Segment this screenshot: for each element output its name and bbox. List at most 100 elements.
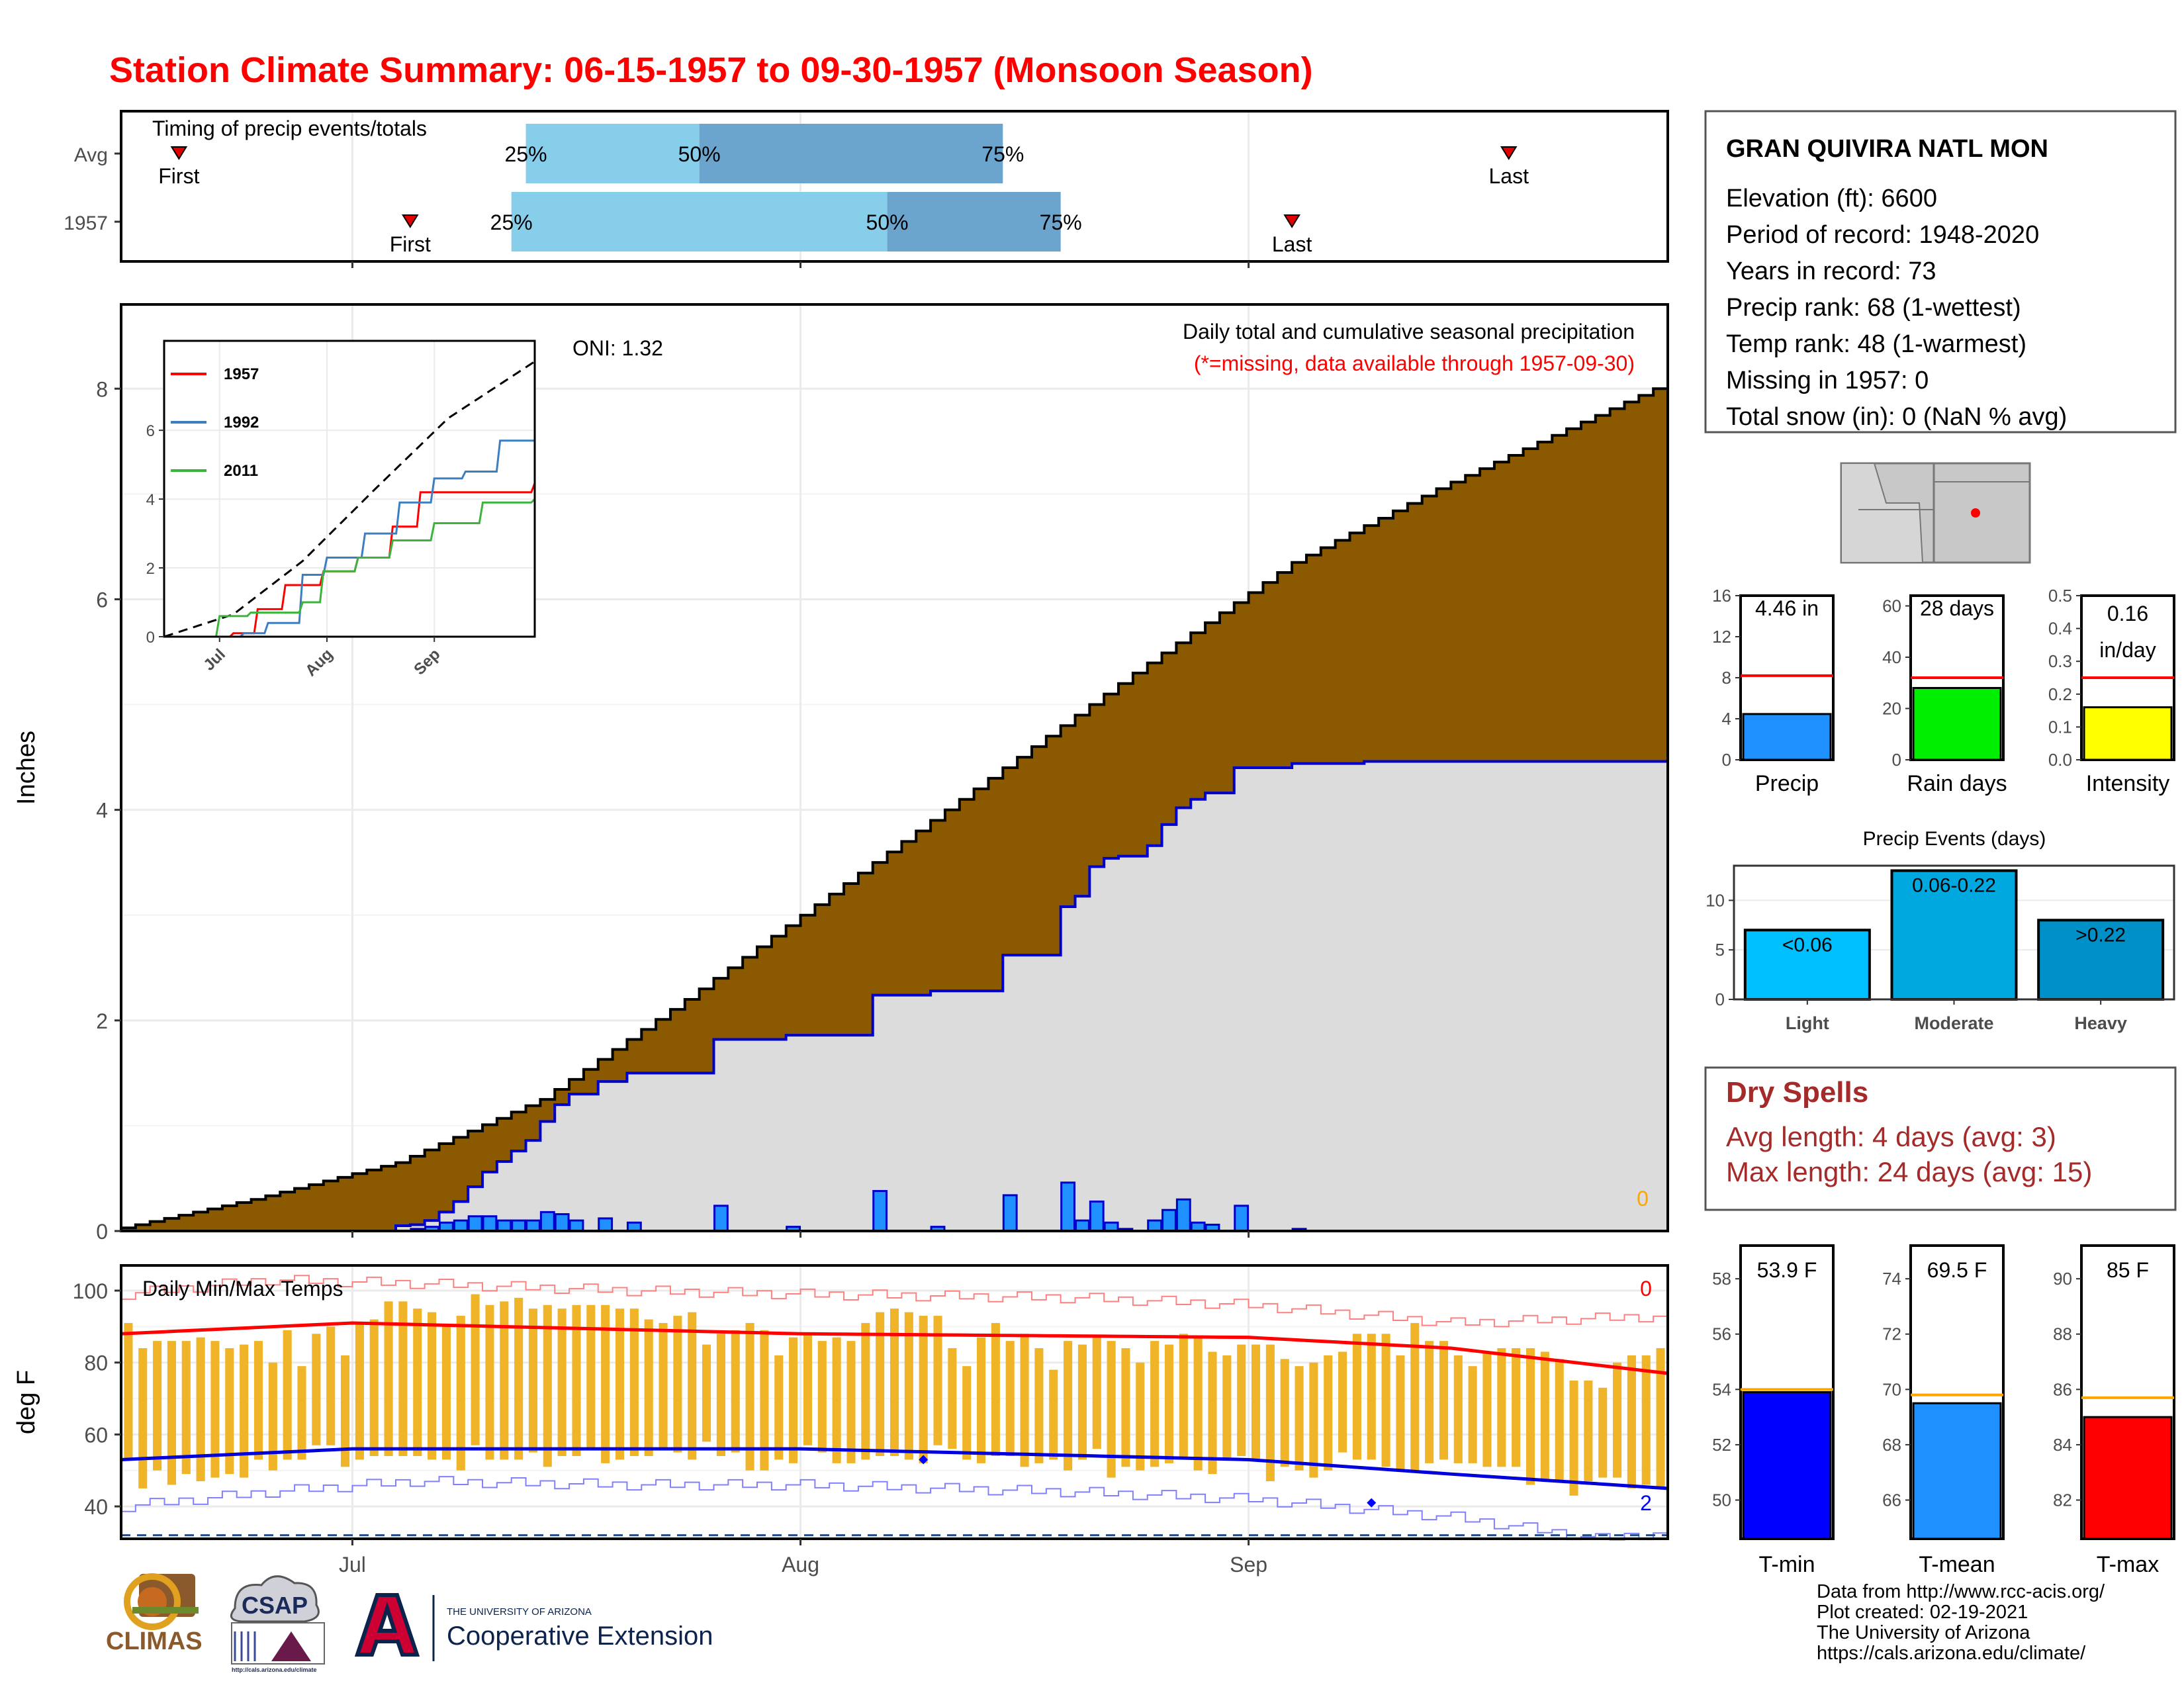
temp-y-tick-label: 100 bbox=[73, 1279, 108, 1303]
inset-legend-label: 1957 bbox=[224, 365, 259, 383]
daily-temp-bar bbox=[1179, 1334, 1188, 1460]
daily-temp-bar bbox=[514, 1297, 523, 1460]
credit-line: https://cals.arizona.edu/climate/ bbox=[1817, 1643, 2086, 1664]
daily-temp-bar bbox=[659, 1322, 668, 1449]
average-cumulative-line bbox=[121, 387, 1668, 1230]
daily-temp-bar bbox=[340, 1355, 350, 1467]
daily-temp-bar bbox=[644, 1319, 653, 1457]
summary-panel-name: Precip bbox=[1755, 771, 1819, 796]
daily-temp-bar bbox=[1092, 1337, 1101, 1449]
precip-event-bar bbox=[1743, 929, 1871, 1001]
daily-temp-bar bbox=[601, 1304, 610, 1463]
daily-temp-bar bbox=[1208, 1351, 1217, 1475]
daily-temp-bar bbox=[716, 1334, 725, 1457]
daily-temp-bar bbox=[1265, 1344, 1275, 1482]
daily-temp-bar bbox=[485, 1304, 494, 1460]
daily-temp-bar bbox=[528, 1308, 538, 1453]
summary-value-label: 4.46 in bbox=[1755, 596, 1819, 620]
temp-summary-panel-name: T-max bbox=[2097, 1552, 2159, 1577]
daily-precip-bar bbox=[1175, 1198, 1191, 1232]
daily-temp-bar bbox=[253, 1341, 263, 1460]
timing-50-75-bar bbox=[699, 124, 1003, 183]
record-min-line bbox=[121, 1476, 1668, 1541]
temp-summary-bar bbox=[1912, 1402, 2002, 1540]
temp-summary-panel-name: T-mean bbox=[1919, 1552, 1995, 1577]
daily-temp-bar bbox=[1034, 1348, 1044, 1463]
average-max-line bbox=[120, 1321, 1668, 1375]
daily-precip-bar bbox=[554, 1213, 570, 1232]
daily-temp-bar bbox=[557, 1308, 567, 1457]
daily-temp-bar bbox=[1439, 1341, 1449, 1460]
temp-summary-y-tick-label: 52 bbox=[1712, 1435, 1731, 1455]
temp-x-tick-label: Sep bbox=[1230, 1553, 1267, 1577]
daily-temp-bar bbox=[1164, 1344, 1174, 1463]
temp-summary-value-label: 53.9 F bbox=[1757, 1258, 1817, 1282]
temp-y-tick-label: 40 bbox=[84, 1495, 108, 1519]
daily-temp-bar bbox=[326, 1326, 336, 1445]
daily-temp-bar bbox=[1555, 1359, 1564, 1482]
precip-chart-subtitle: (*=missing, data available through 1957-… bbox=[1194, 351, 1635, 375]
station-info-line: Years in record: 73 bbox=[1726, 257, 1936, 285]
daily-temp-bar bbox=[817, 1341, 827, 1453]
daily-temp-bar bbox=[745, 1322, 754, 1471]
timing-25-50-bar bbox=[525, 124, 700, 183]
daily-precip-bar bbox=[713, 1205, 729, 1232]
daily-temp-bar bbox=[1584, 1380, 1593, 1482]
daily-temp-bar bbox=[919, 1316, 928, 1463]
daily-temp-bar bbox=[1410, 1322, 1420, 1471]
inset-y-tick-label: 0 bbox=[146, 629, 155, 647]
daily-temp-bar bbox=[861, 1322, 870, 1460]
timing-event-marker bbox=[1283, 214, 1300, 228]
timing-panel-border bbox=[120, 110, 1669, 263]
csap-logo: CSAP http://cals.arizona.edu/climate bbox=[230, 1575, 325, 1673]
timing-p50-label: 50% bbox=[866, 210, 909, 234]
summary-y-tick-label: 0.0 bbox=[2048, 750, 2072, 770]
daily-temp-bar bbox=[196, 1337, 205, 1482]
inset-y-tick-label: 6 bbox=[146, 422, 155, 440]
summary-panel-name: Intensity bbox=[2086, 771, 2170, 796]
daily-temp-bar bbox=[413, 1308, 422, 1457]
ua-logo-top: THE UNIVERSITY OF ARIZONA bbox=[447, 1606, 592, 1618]
inset-border bbox=[163, 340, 536, 638]
daily-temp-bar bbox=[948, 1348, 957, 1449]
daily-temp-bar bbox=[153, 1341, 162, 1471]
precip-y-tick-label: 2 bbox=[96, 1009, 108, 1033]
summary-y-tick-label: 8 bbox=[1722, 668, 1731, 688]
summary-y-tick-label: 12 bbox=[1712, 627, 1731, 647]
daily-temp-bar bbox=[500, 1301, 509, 1460]
station-info-line: Precip rank: 68 (1-wettest) bbox=[1726, 294, 2021, 322]
record-max-line bbox=[121, 1275, 1668, 1328]
temp-summary-y-tick-label: 70 bbox=[1882, 1379, 1901, 1399]
credit-line: The University of Arizona bbox=[1817, 1622, 2030, 1643]
precip-events-y-tick-label: 0 bbox=[1715, 989, 1725, 1009]
dry-spells-max-line: Max length: 24 days (avg: 15) bbox=[1726, 1156, 2092, 1187]
csap-logo-text: CSAP bbox=[242, 1592, 308, 1619]
daily-temp-bar bbox=[803, 1334, 813, 1445]
daily-temp-bar bbox=[846, 1341, 856, 1463]
timing-p75-label: 75% bbox=[981, 142, 1024, 166]
timing-p25-label: 25% bbox=[505, 142, 547, 166]
daily-temp-bar bbox=[1352, 1334, 1361, 1460]
daily-temp-bar bbox=[1064, 1341, 1073, 1471]
daily-temp-bar bbox=[1641, 1355, 1651, 1485]
daily-temp-bar bbox=[1613, 1362, 1622, 1478]
precip-events-border bbox=[1733, 864, 2175, 1001]
daily-temp-bar bbox=[167, 1341, 176, 1485]
temp-summary-y-tick-label: 74 bbox=[1882, 1269, 1901, 1289]
daily-temp-bar bbox=[629, 1308, 639, 1457]
daily-precip-bar bbox=[1060, 1181, 1076, 1232]
daily-temp-bar bbox=[1077, 1344, 1087, 1460]
timing-event-label: First bbox=[158, 164, 199, 188]
station-location-dot bbox=[1971, 508, 1980, 518]
daily-temp-bar bbox=[543, 1304, 552, 1467]
daily-precip-bar bbox=[539, 1211, 555, 1232]
precip-y-tick-label: 0 bbox=[96, 1220, 108, 1244]
daily-temp-bar bbox=[1396, 1355, 1405, 1471]
daily-precip-bar bbox=[496, 1219, 512, 1232]
daily-temp-bar bbox=[1569, 1380, 1578, 1496]
credit-line: Data from http://www.rcc-acis.org/ bbox=[1817, 1581, 2105, 1602]
daily-temp-bar bbox=[789, 1337, 798, 1463]
university-of-arizona-logo: THE UNIVERSITY OF ARIZONA Cooperative Ex… bbox=[354, 1593, 713, 1661]
temp-summary-y-tick-label: 90 bbox=[2053, 1269, 2072, 1289]
